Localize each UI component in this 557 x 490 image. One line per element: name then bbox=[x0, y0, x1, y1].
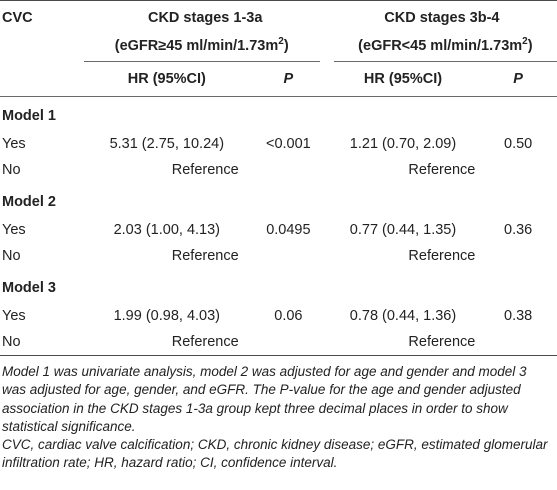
p-value: 0.06 bbox=[274, 307, 303, 324]
group1-subtitle: (eGFR≥45 ml/min/1.73m2) bbox=[83, 31, 327, 62]
p-column-header-1: P bbox=[249, 61, 327, 97]
group1-title: CKD stages 1-3a bbox=[83, 0, 327, 31]
row-label: Yes bbox=[2, 307, 26, 324]
model-title: Model 2 bbox=[2, 193, 56, 210]
hr-value: 5.31 (2.75, 10.24) bbox=[109, 135, 225, 152]
row-label: No bbox=[0, 329, 84, 356]
hr-value: 1.99 (0.98, 4.03) bbox=[113, 307, 221, 324]
hr-column-header-2: HR (95%CI) bbox=[326, 61, 480, 97]
cvc-header: CVC bbox=[0, 0, 84, 31]
p-column-header-2: P bbox=[479, 61, 557, 97]
hr-value: 0.78 (0.44, 1.36) bbox=[349, 307, 457, 324]
table-row: Yes 2.03 (1.00, 4.13) 0.0495 0.77 (0.44,… bbox=[0, 217, 557, 243]
reference-cell: Reference bbox=[408, 247, 476, 264]
reference-cell: Reference bbox=[83, 329, 327, 356]
model-header-row: Model 3 bbox=[0, 269, 557, 303]
table-row: Yes 1.99 (0.98, 4.03) 0.06 0.78 (0.44, 1… bbox=[0, 303, 557, 329]
table-footnotes: Model 1 was univariate analysis, model 2… bbox=[2, 363, 554, 473]
p-value: <0.001 bbox=[265, 135, 311, 152]
model-header-row: Model 2 bbox=[0, 183, 557, 217]
reference-cell: Reference bbox=[326, 329, 557, 356]
group2-title: CKD stages 3b-4 bbox=[326, 0, 557, 31]
p-value: 0.50 bbox=[504, 135, 533, 152]
model-title: Model 1 bbox=[2, 107, 56, 124]
hr-value: 1.21 (0.70, 2.09) bbox=[349, 135, 457, 152]
table-row: No Reference Reference bbox=[0, 329, 557, 356]
table-row: No Reference Reference bbox=[0, 243, 557, 269]
results-table: CVC CKD stages 1-3a CKD stages 3b-4 (eGF… bbox=[0, 0, 557, 356]
model-header-row: Model 1 bbox=[0, 97, 557, 132]
p-value: 0.0495 bbox=[266, 221, 311, 238]
row-label: No bbox=[2, 161, 21, 178]
row-label: Yes bbox=[2, 221, 26, 238]
hr-value: 2.03 (1.00, 4.13) bbox=[113, 221, 221, 238]
group2-subtitle: (eGFR<45 ml/min/1.73m2) bbox=[319, 31, 557, 62]
footnote-models: Model 1 was univariate analysis, model 2… bbox=[2, 364, 527, 434]
header-row-subtitles: (eGFR≥45 ml/min/1.73m2) (eGFR<45 ml/min/… bbox=[0, 31, 557, 62]
model-title: Model 3 bbox=[2, 279, 56, 296]
table-row: No Reference Reference bbox=[0, 157, 557, 183]
header-row-groups: CVC CKD stages 1-3a CKD stages 3b-4 bbox=[0, 0, 557, 31]
hr-value: 0.77 (0.44, 1.35) bbox=[349, 221, 457, 238]
p-value: 0.36 bbox=[504, 221, 533, 238]
p-value: 0.38 bbox=[504, 307, 533, 324]
hr-column-header-1: HR (95%CI) bbox=[83, 61, 250, 97]
reference-cell: Reference bbox=[171, 161, 239, 178]
row-label: No bbox=[2, 247, 21, 264]
footnote-abbreviations: CVC, cardiac valve calcification; CKD, c… bbox=[2, 437, 548, 471]
reference-cell: Reference bbox=[171, 247, 239, 264]
header-row-columns: HR (95%CI) P HR (95%CI) P bbox=[0, 61, 557, 97]
table-row: Yes 5.31 (2.75, 10.24) <0.001 1.21 (0.70… bbox=[0, 131, 557, 157]
row-label: Yes bbox=[2, 135, 26, 152]
reference-cell: Reference bbox=[408, 161, 476, 178]
